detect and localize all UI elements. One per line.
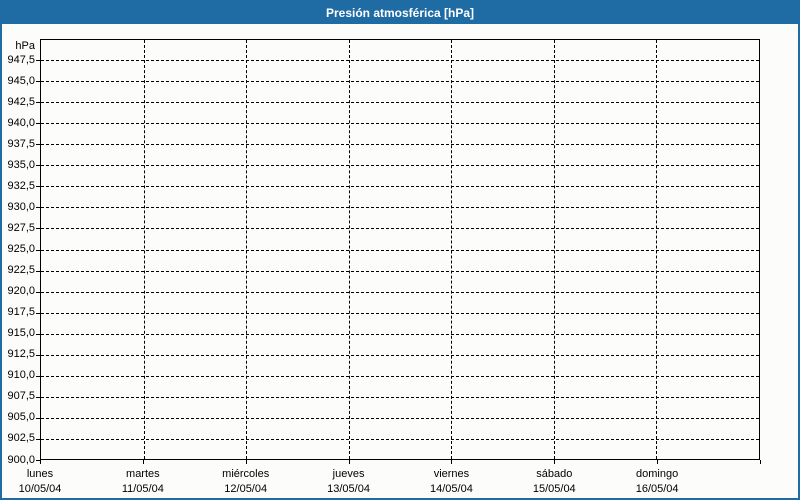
x-gridline <box>348 40 350 459</box>
x-day-label: sábado <box>536 468 573 480</box>
x-tick <box>760 460 761 464</box>
y-tick-label: 925,0 <box>7 243 35 255</box>
y-gridline <box>41 312 759 314</box>
y-tick-label: 927,5 <box>7 221 35 234</box>
x-gridline <box>553 40 555 459</box>
y-tick-label: 942,5 <box>7 95 35 108</box>
y-tick-label: 905,0 <box>7 411 35 424</box>
x-tick <box>245 460 247 464</box>
x-date-label: 13/05/04 <box>327 483 370 495</box>
y-gridline <box>41 417 759 419</box>
x-day-label: domingo <box>636 468 679 480</box>
y-tick-label: 930,0 <box>7 200 35 213</box>
y-gridline <box>41 333 759 335</box>
y-gridline <box>41 270 759 272</box>
x-day-label: viernes <box>433 468 470 480</box>
x-day-label: jueves <box>332 468 365 480</box>
y-axis-unit-label: hPa <box>15 40 35 52</box>
y-tick <box>36 81 40 82</box>
y-gridline <box>41 249 759 251</box>
y-tick <box>36 123 40 124</box>
y-gridline <box>41 123 759 125</box>
x-day-label: martes <box>126 468 160 480</box>
y-tick <box>36 376 40 377</box>
x-tick <box>40 460 41 464</box>
x-tick <box>451 460 453 464</box>
chart-title: Presión atmosférica [hPa] <box>325 6 475 20</box>
y-gridline <box>41 60 759 62</box>
y-gridline <box>41 186 759 188</box>
y-tick-label: 932,5 <box>7 179 35 192</box>
x-date-label: 16/05/04 <box>635 483 679 495</box>
y-gridline <box>41 375 759 377</box>
y-tick-label: 945,0 <box>7 74 35 87</box>
y-tick-label: 937,5 <box>7 137 35 150</box>
y-tick <box>36 165 40 166</box>
y-tick-label: 917,5 <box>7 306 35 319</box>
y-tick-label: 900,0 <box>7 453 35 466</box>
y-tick <box>36 418 40 419</box>
title-bar: Presión atmosférica [hPa] <box>2 2 798 24</box>
x-gridline <box>143 40 145 459</box>
y-gridline <box>41 438 759 440</box>
x-day-label: miércoles <box>222 468 270 480</box>
y-tick-label: 915,0 <box>7 327 35 340</box>
x-date-label: 15/05/04 <box>532 483 576 495</box>
y-gridline <box>41 102 759 104</box>
y-tick <box>36 250 40 251</box>
y-gridline <box>41 81 759 83</box>
y-tick-label: 912,5 <box>7 348 35 361</box>
y-tick <box>36 207 40 208</box>
plot-area <box>40 39 760 460</box>
y-tick <box>36 397 40 398</box>
x-date-label: 10/05/04 <box>18 483 62 495</box>
y-tick-label: 947,5 <box>7 53 35 66</box>
y-tick-label: 922,5 <box>7 264 35 277</box>
y-tick <box>36 355 40 356</box>
y-tick <box>36 313 40 314</box>
y-tick-label: 920,0 <box>7 285 35 298</box>
x-tick <box>142 460 144 464</box>
y-gridline <box>41 291 759 293</box>
y-gridline <box>41 354 759 356</box>
y-tick <box>36 228 40 229</box>
x-gridline <box>246 40 248 459</box>
y-tick <box>36 271 40 272</box>
y-tick-label: 935,0 <box>7 158 35 171</box>
y-tick-label: 910,0 <box>7 369 35 382</box>
y-tick <box>36 439 40 440</box>
y-tick-label: 940,0 <box>7 116 35 129</box>
y-gridline <box>41 396 759 398</box>
y-tick <box>36 292 40 293</box>
y-gridline <box>41 144 759 146</box>
x-date-label: 11/05/04 <box>121 483 164 495</box>
x-tick <box>348 460 350 464</box>
y-tick-label: 907,5 <box>7 390 35 403</box>
x-tick <box>657 460 659 464</box>
y-gridline <box>41 228 759 230</box>
y-tick <box>36 186 40 187</box>
y-tick <box>36 460 40 461</box>
y-tick <box>36 60 40 61</box>
x-date-label: 12/05/04 <box>224 483 268 495</box>
x-tick <box>554 460 556 464</box>
y-gridline <box>41 165 759 167</box>
x-day-label: lunes <box>26 468 54 480</box>
x-gridline <box>451 40 453 459</box>
y-tick <box>36 334 40 335</box>
y-gridline <box>41 207 759 209</box>
x-gridline <box>656 40 658 459</box>
y-tick-label: 902,5 <box>7 432 35 445</box>
y-tick <box>36 102 40 103</box>
x-date-label: 14/05/04 <box>430 483 473 495</box>
y-tick <box>36 144 40 145</box>
